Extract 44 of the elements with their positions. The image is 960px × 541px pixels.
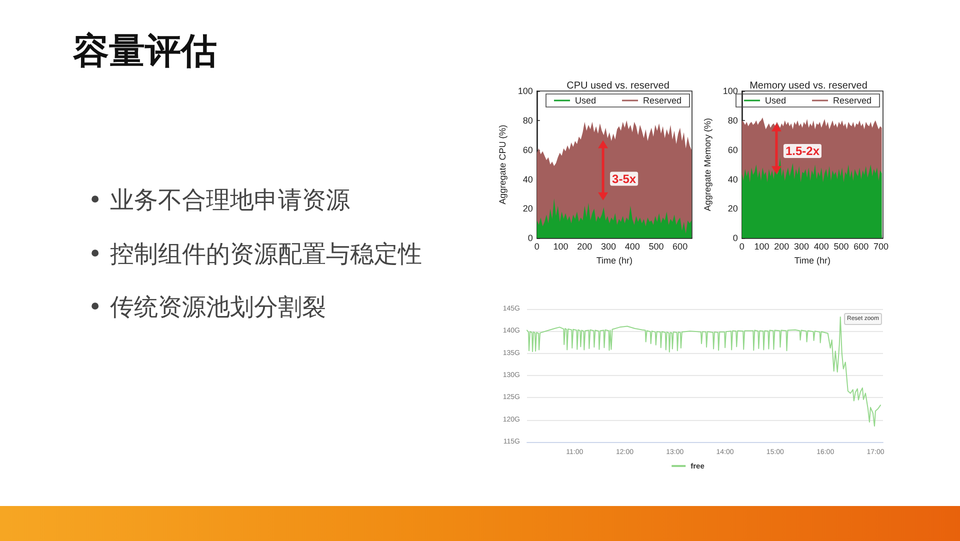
y-tick-label: 20 xyxy=(522,204,533,214)
x-tick-label: 400 xyxy=(814,242,829,252)
legend-label: Used xyxy=(765,96,786,106)
x-tick-label: 600 xyxy=(854,242,869,252)
text: • 业务不合理地申请资源 xyxy=(88,185,351,216)
legend-label: Reserved xyxy=(643,96,682,106)
y-tick-label: 40 xyxy=(728,174,738,184)
x-tick-label: 500 xyxy=(834,242,849,252)
x-tick-label: 200 xyxy=(577,242,592,252)
y-axis-title: Aggregate CPU (%) xyxy=(498,124,508,204)
y-tick-label: 40 xyxy=(522,174,533,184)
y-tick-label: 0 xyxy=(732,233,738,244)
x-tick-label: 600 xyxy=(672,242,688,252)
annotation: 1.5-2x xyxy=(785,144,820,158)
y-tick-label: 60 xyxy=(522,144,533,155)
y-tick-label: 0 xyxy=(528,233,533,244)
x-tick-label: 100 xyxy=(553,242,568,252)
chart-title: CPU used vs. reserved xyxy=(566,80,670,92)
y-tick-label: 20 xyxy=(728,204,738,214)
text: • 控制组件的资源配置与稳定性 xyxy=(88,238,422,270)
x-tick-label: 100 xyxy=(754,242,770,252)
y-axis-title: Aggregate Memory (%) xyxy=(702,118,712,212)
x-tick-label: 500 xyxy=(648,242,664,252)
annotation: 3-5x xyxy=(612,172,636,186)
x-axis-title: Time (hr) xyxy=(794,256,831,266)
legend-label: Reserved xyxy=(833,96,872,106)
line-series xyxy=(526,316,881,427)
x-tick-label: 400 xyxy=(624,242,640,252)
y-tick-label: 100 xyxy=(518,86,533,96)
y-tick-label: 80 xyxy=(728,115,738,126)
x-tick-label: 700 xyxy=(873,242,889,252)
x-tick-label: 300 xyxy=(794,242,810,252)
text: 容量评估 xyxy=(73,30,217,74)
x-tick-label: 300 xyxy=(600,242,616,252)
x-tick-label: 200 xyxy=(774,242,790,252)
y-tick-label: 60 xyxy=(728,144,738,155)
x-tick-label: 0 xyxy=(739,242,744,252)
x-axis-title: Time (hr) xyxy=(596,256,633,266)
legend-label: Used xyxy=(575,96,596,106)
text: • 传统资源池划分割裂 xyxy=(88,292,327,323)
chart-title: Memory used vs. reserved xyxy=(750,80,868,92)
y-tick-label: 80 xyxy=(522,115,533,126)
x-tick-label: 0 xyxy=(534,242,540,252)
y-tick-label: 100 xyxy=(722,86,738,96)
